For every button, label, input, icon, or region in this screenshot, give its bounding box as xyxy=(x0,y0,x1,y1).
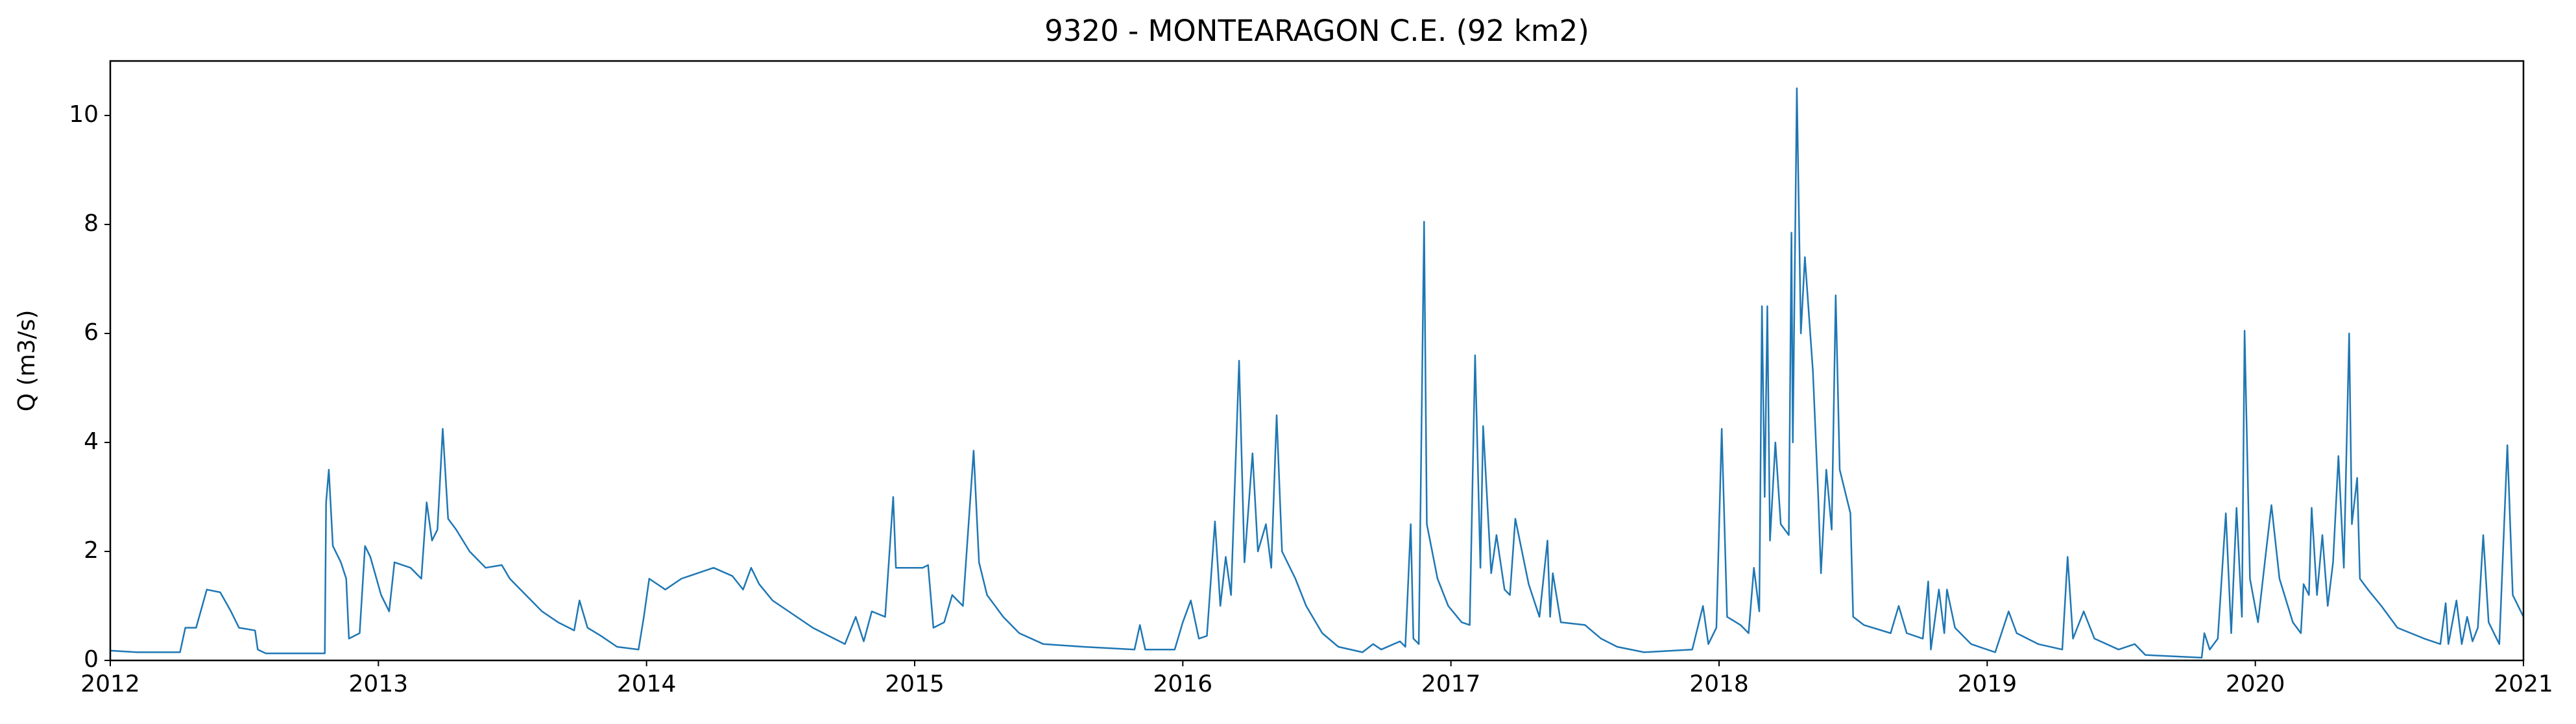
x-tick-label: 2021 xyxy=(2494,671,2553,697)
x-tick-label: 2018 xyxy=(1689,671,1749,697)
x-tick-label: 2014 xyxy=(617,671,677,697)
y-tick-label: 8 xyxy=(84,210,99,237)
y-tick-label: 10 xyxy=(69,101,99,128)
x-tick-label: 2017 xyxy=(1421,671,1481,697)
data-line xyxy=(110,87,2525,659)
x-tick-label: 2019 xyxy=(1958,671,2017,697)
y-tick-label: 0 xyxy=(84,646,99,673)
x-tick-label: 2020 xyxy=(2226,671,2285,697)
x-tick-label: 2012 xyxy=(80,671,140,697)
x-tick-label: 2013 xyxy=(349,671,409,697)
y-axis-label: Q (m3/s) xyxy=(14,310,40,412)
x-tick-label: 2016 xyxy=(1153,671,1213,697)
y-tick-label: 6 xyxy=(84,319,99,346)
plot-frame xyxy=(109,60,2525,662)
y-tick-label: 2 xyxy=(84,537,99,564)
y-tick-label: 4 xyxy=(84,428,99,455)
x-tick-label: 2015 xyxy=(885,671,945,697)
chart-title: 9320 - MONTEARAGON C.E. (92 km2) xyxy=(1044,14,1589,48)
